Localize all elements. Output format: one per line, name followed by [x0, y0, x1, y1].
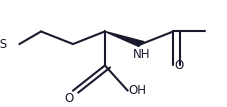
Text: O: O [64, 92, 74, 105]
Text: NH: NH [132, 48, 149, 61]
Text: O: O [174, 59, 183, 72]
Text: OH: OH [128, 84, 146, 97]
Polygon shape [104, 31, 143, 46]
Text: HS: HS [0, 38, 8, 51]
